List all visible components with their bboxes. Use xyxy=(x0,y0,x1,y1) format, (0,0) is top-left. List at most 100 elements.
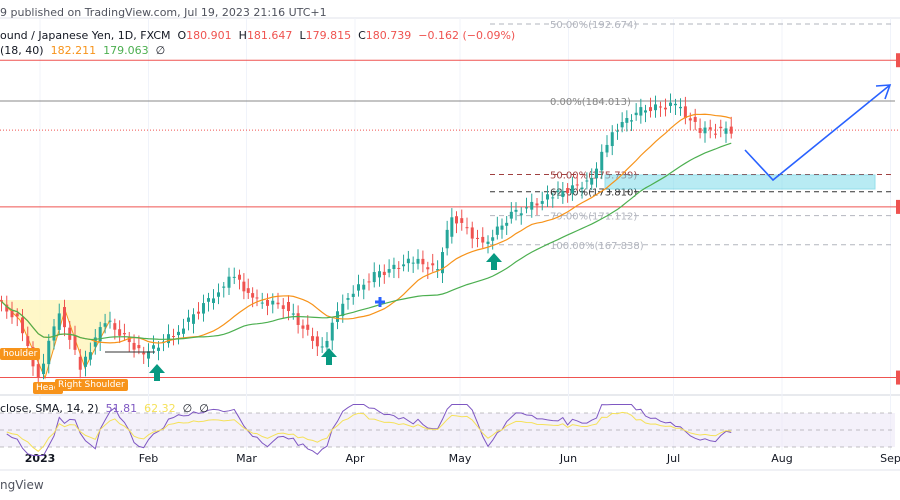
candle xyxy=(470,227,474,239)
candle xyxy=(590,178,594,185)
candle xyxy=(276,302,280,305)
candle xyxy=(514,209,518,212)
rsi-legend: close, SMA, 14, 2) 51.81 62.32 ∅ ∅ xyxy=(0,402,209,415)
candle xyxy=(202,303,205,314)
fib-label: 50.00%(175.739) xyxy=(550,171,637,182)
rsi-ma-value: 62.32 xyxy=(144,402,176,415)
brand-footer: ngView xyxy=(0,478,44,492)
fib-label: 0.00%(184.013) xyxy=(550,97,631,108)
x-tick-label: Aug xyxy=(771,452,792,465)
candle xyxy=(132,342,136,350)
open-label: O xyxy=(177,29,187,42)
candle xyxy=(535,203,539,206)
candle xyxy=(649,107,652,112)
candle xyxy=(26,336,30,346)
rsi-title: close, SMA, 14, 2) xyxy=(0,402,99,415)
candle xyxy=(88,352,92,360)
candle xyxy=(654,104,657,111)
published-line: 9 published on TradingView.com, Jul 19, … xyxy=(0,6,327,19)
candle xyxy=(669,102,672,106)
x-tick-label: Feb xyxy=(139,452,158,465)
projection-path xyxy=(744,84,891,182)
candle xyxy=(724,128,728,134)
candle xyxy=(357,284,360,291)
candle xyxy=(600,151,604,171)
candle xyxy=(683,106,687,119)
candle xyxy=(281,305,285,309)
candle xyxy=(362,284,366,290)
candle xyxy=(411,262,415,264)
candle xyxy=(182,328,185,334)
candle xyxy=(402,264,406,267)
level-handle xyxy=(896,53,900,68)
candle xyxy=(255,297,259,299)
candle xyxy=(551,197,555,199)
candle xyxy=(416,258,420,264)
candle xyxy=(698,128,702,133)
candle xyxy=(251,293,255,298)
candle xyxy=(127,337,131,343)
candle xyxy=(108,320,112,322)
open-value: 180.901 xyxy=(186,29,232,42)
candle xyxy=(491,237,495,241)
candle xyxy=(387,269,391,273)
candle xyxy=(187,317,190,322)
candle xyxy=(500,225,504,230)
candle xyxy=(346,298,350,300)
candle xyxy=(431,263,435,266)
candle xyxy=(605,144,609,153)
candle xyxy=(147,351,150,359)
x-tick-label: Sep xyxy=(880,452,900,465)
x-tick-label: May xyxy=(449,452,472,465)
candle xyxy=(679,106,682,109)
ma-extra: ∅ xyxy=(155,44,166,57)
candle xyxy=(664,107,667,110)
candle xyxy=(238,274,241,280)
fib-label: 100.00%(167.838) xyxy=(550,241,644,252)
candle xyxy=(546,194,549,200)
candle xyxy=(341,303,345,317)
candle xyxy=(315,336,319,347)
candle xyxy=(21,317,24,334)
buy-arrow-icon xyxy=(321,348,337,365)
candle xyxy=(566,188,570,194)
candle xyxy=(260,302,264,304)
candle xyxy=(625,118,629,123)
candle xyxy=(57,313,61,330)
candle xyxy=(227,276,231,288)
candle xyxy=(616,130,619,132)
candle xyxy=(246,288,250,293)
candle xyxy=(585,180,589,182)
candle xyxy=(142,352,146,355)
candle xyxy=(540,201,544,204)
rsi-line xyxy=(6,404,732,456)
ma-params: (18, 40) xyxy=(0,44,44,57)
candle xyxy=(10,310,14,318)
candle xyxy=(703,127,707,134)
candle xyxy=(103,323,107,327)
candle xyxy=(266,299,269,306)
fib-label: 79.00%(171.112) xyxy=(550,212,637,223)
candle xyxy=(325,340,329,348)
candle xyxy=(460,218,464,223)
candle xyxy=(157,347,160,351)
candle xyxy=(0,300,3,302)
x-tick-label: Mar xyxy=(236,452,257,465)
candle xyxy=(674,103,677,106)
candle xyxy=(729,126,733,134)
level-handle xyxy=(896,199,900,214)
candle xyxy=(445,229,449,249)
ma-fast-value: 182.211 xyxy=(50,44,97,57)
candle xyxy=(42,363,45,375)
candle xyxy=(118,329,122,336)
candle xyxy=(98,327,102,342)
candle xyxy=(421,258,425,265)
candle xyxy=(63,307,66,328)
candle xyxy=(495,226,499,235)
candle xyxy=(93,337,97,347)
candle xyxy=(113,323,117,330)
candle xyxy=(570,185,574,194)
candle xyxy=(561,191,565,197)
close-label: C xyxy=(358,29,366,42)
